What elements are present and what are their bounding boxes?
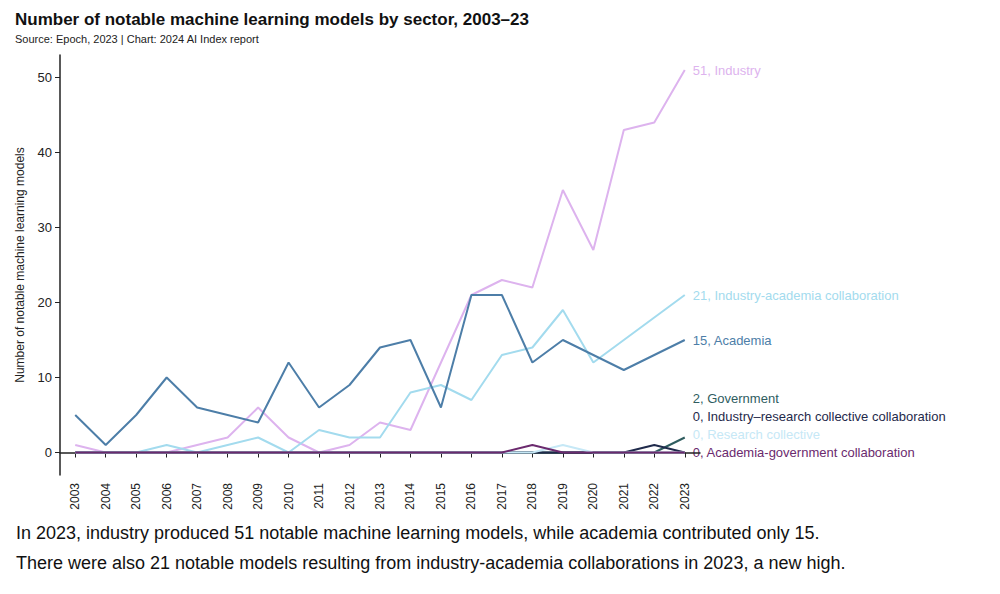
svg-text:2010: 2010 [282, 483, 296, 510]
svg-text:2014: 2014 [403, 483, 417, 510]
svg-text:2016: 2016 [464, 483, 478, 510]
svg-text:2015: 2015 [434, 483, 448, 510]
svg-text:2004: 2004 [99, 483, 113, 510]
svg-text:Number of notable machine lear: Number of notable machine learning model… [13, 147, 27, 382]
svg-text:0, Academia-government collabo: 0, Academia-government collaboration [693, 445, 915, 460]
svg-text:There were also 21 notable mod: There were also 21 notable models result… [16, 553, 845, 573]
svg-text:2006: 2006 [160, 483, 174, 510]
svg-text:2003: 2003 [68, 483, 82, 510]
svg-text:10: 10 [38, 370, 52, 385]
svg-text:Source: Epoch, 2023 | Chart: 2: Source: Epoch, 2023 | Chart: 2024 AI Ind… [15, 33, 259, 45]
svg-text:2017: 2017 [495, 483, 509, 510]
svg-text:2007: 2007 [190, 483, 204, 510]
svg-text:2020: 2020 [586, 483, 600, 510]
svg-text:2018: 2018 [525, 483, 539, 510]
svg-text:2019: 2019 [556, 483, 570, 510]
svg-text:2021: 2021 [617, 483, 631, 510]
svg-text:0, Industry–research collectiv: 0, Industry–research collective collabor… [693, 409, 946, 424]
svg-text:21, Industry-academia collabor: 21, Industry-academia collaboration [693, 288, 899, 303]
svg-text:2009: 2009 [251, 483, 265, 510]
svg-text:20: 20 [38, 295, 52, 310]
svg-text:51, Industry: 51, Industry [693, 63, 761, 78]
svg-text:2011: 2011 [312, 483, 326, 509]
svg-text:50: 50 [38, 70, 52, 85]
svg-text:In 2023, industry produced 51: In 2023, industry produced 51 notable ma… [16, 523, 820, 543]
svg-text:2022: 2022 [647, 483, 661, 510]
svg-text:0: 0 [45, 445, 52, 460]
svg-text:2012: 2012 [343, 483, 357, 510]
svg-text:2005: 2005 [129, 483, 143, 510]
svg-text:40: 40 [38, 145, 52, 160]
svg-text:2008: 2008 [221, 483, 235, 510]
svg-text:Number of notable machine lear: Number of notable machine learning model… [15, 10, 529, 29]
svg-text:2013: 2013 [373, 483, 387, 510]
svg-text:2023: 2023 [678, 483, 692, 510]
svg-text:0, Research collective: 0, Research collective [693, 427, 820, 442]
svg-text:2, Government: 2, Government [693, 391, 779, 406]
svg-text:15, Academia: 15, Academia [693, 333, 773, 348]
svg-text:30: 30 [38, 220, 52, 235]
